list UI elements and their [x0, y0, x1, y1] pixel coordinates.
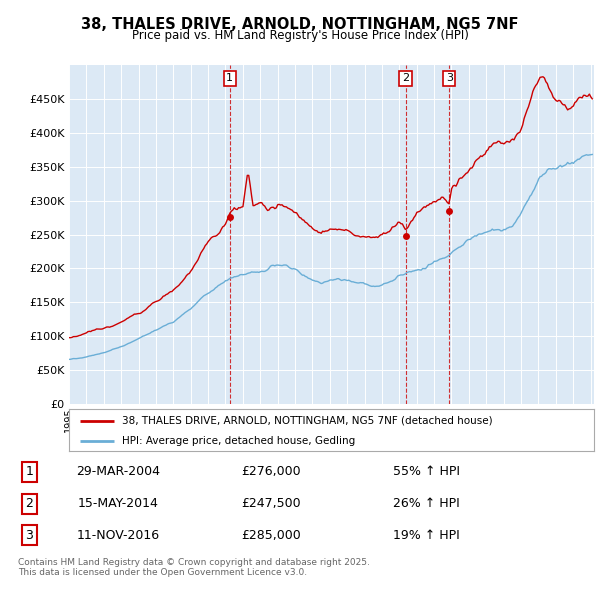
- Text: £276,000: £276,000: [241, 466, 301, 478]
- Text: 2: 2: [25, 497, 33, 510]
- Text: 19% ↑ HPI: 19% ↑ HPI: [394, 529, 460, 542]
- Text: 26% ↑ HPI: 26% ↑ HPI: [394, 497, 460, 510]
- Text: 29-MAR-2004: 29-MAR-2004: [77, 466, 161, 478]
- Text: 3: 3: [446, 73, 452, 83]
- Text: £285,000: £285,000: [241, 529, 301, 542]
- Text: 3: 3: [25, 529, 33, 542]
- Text: £247,500: £247,500: [241, 497, 301, 510]
- Text: 55% ↑ HPI: 55% ↑ HPI: [393, 466, 460, 478]
- Text: HPI: Average price, detached house, Gedling: HPI: Average price, detached house, Gedl…: [121, 436, 355, 445]
- Text: 2: 2: [402, 73, 409, 83]
- Text: Contains HM Land Registry data © Crown copyright and database right 2025.
This d: Contains HM Land Registry data © Crown c…: [18, 558, 370, 577]
- Text: 1: 1: [25, 466, 33, 478]
- Text: 11-NOV-2016: 11-NOV-2016: [77, 529, 160, 542]
- Text: Price paid vs. HM Land Registry's House Price Index (HPI): Price paid vs. HM Land Registry's House …: [131, 30, 469, 42]
- Text: 38, THALES DRIVE, ARNOLD, NOTTINGHAM, NG5 7NF: 38, THALES DRIVE, ARNOLD, NOTTINGHAM, NG…: [81, 17, 519, 31]
- Text: 38, THALES DRIVE, ARNOLD, NOTTINGHAM, NG5 7NF (detached house): 38, THALES DRIVE, ARNOLD, NOTTINGHAM, NG…: [121, 416, 492, 426]
- Text: 1: 1: [226, 73, 233, 83]
- Text: 15-MAY-2014: 15-MAY-2014: [78, 497, 159, 510]
